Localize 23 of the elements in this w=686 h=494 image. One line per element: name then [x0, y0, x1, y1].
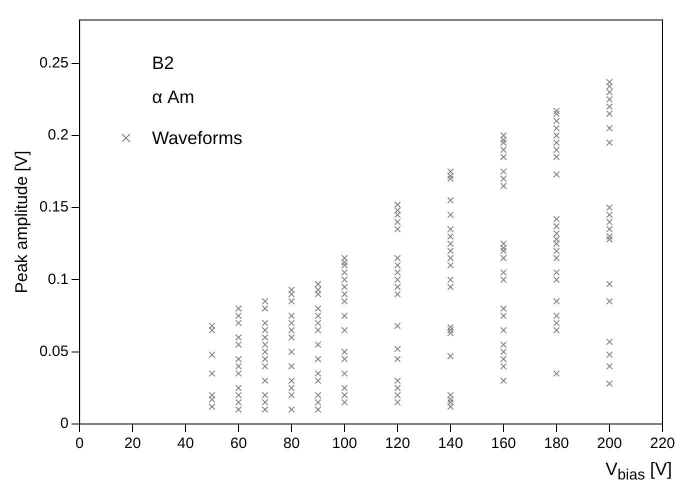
- y-tick-label: 0.2: [48, 126, 69, 144]
- y-tick-label: 0.15: [39, 198, 69, 216]
- annotation: α Am: [151, 87, 196, 109]
- x-axis-title: V$_{bias}$ [V]: [605, 459, 672, 484]
- x-tick-label: 200: [596, 435, 622, 452]
- y-tick-label: 0.05: [39, 343, 69, 360]
- y-tick-label: 0.25: [39, 54, 69, 72]
- x-tick-label: 20: [124, 435, 141, 452]
- x-tick-label: 120: [385, 435, 410, 452]
- y-axis-title: Peak amplitude [V]: [12, 150, 31, 294]
- x-tick-label: 140: [438, 435, 464, 452]
- x-tick-label: 40: [177, 435, 194, 452]
- x-tick-label: 160: [491, 435, 516, 452]
- annotation: B2: [151, 53, 176, 75]
- x-tick-label: 100: [332, 435, 358, 452]
- legend-label: Waveforms: [152, 128, 242, 148]
- x-tick-label: 180: [544, 435, 570, 452]
- x-tick-label: 0: [75, 435, 84, 452]
- x-tick-label: 60: [230, 435, 247, 452]
- x-tick-label: 80: [283, 435, 300, 452]
- y-tick-label: 0.1: [48, 270, 69, 288]
- y-tick-label: 0: [60, 415, 69, 432]
- x-tick-label: 220: [650, 435, 675, 452]
